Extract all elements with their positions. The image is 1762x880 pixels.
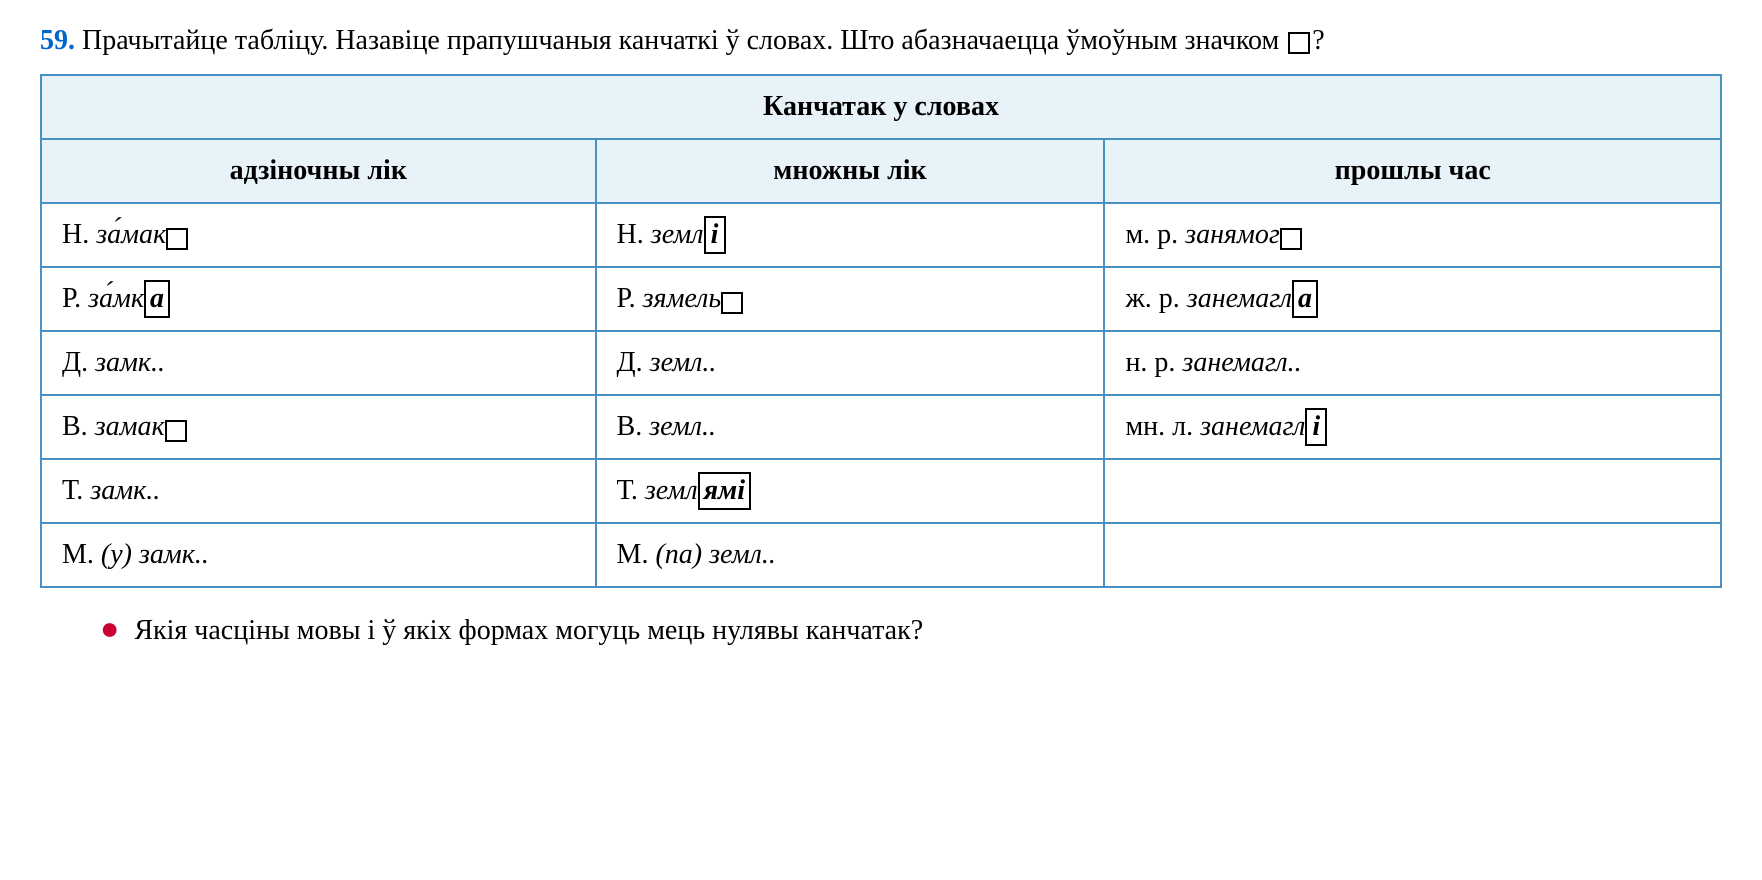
word-stem: занемагл (1182, 347, 1287, 378)
table-row: Н. за́макН. землім. р. занямог (41, 203, 1721, 267)
word-stem: замк (90, 475, 146, 506)
table-col2-header: множны лік (596, 139, 1105, 203)
exercise-number: 59. (40, 25, 75, 56)
table-cell: М. (па) земл.. (596, 523, 1105, 587)
table-cell: В. земл.. (596, 395, 1105, 459)
table-row: Р. за́мкаР. зямельж. р. занемагла (41, 267, 1721, 331)
empty-ending-box-icon (1280, 228, 1302, 250)
bullet-question-text: Якія часціны мовы і ў якіх формах могуць… (134, 615, 923, 646)
missing-ending-dots: .. (702, 411, 716, 442)
word-stem: замак (95, 411, 165, 442)
table-col1-header: адзіночны лік (41, 139, 596, 203)
table-cell: Р. зямель (596, 267, 1105, 331)
table-main-header: Канчатак у словах (41, 75, 1721, 139)
exercise-intro-suffix: ? (1312, 25, 1324, 56)
table-row: Т. замк..Т. землямі (41, 459, 1721, 523)
case-label: Н. (62, 219, 96, 250)
word-stem: занемагл (1187, 283, 1292, 314)
case-label: Н. (617, 219, 651, 250)
table-cell: Н. за́мак (41, 203, 596, 267)
table-cell: н. р. занемагл.. (1104, 331, 1721, 395)
square-symbol-icon (1288, 32, 1310, 54)
case-label: мн. л. (1125, 411, 1200, 442)
word-stem: за́мк (88, 283, 144, 314)
case-label: Д. (62, 347, 95, 378)
empty-ending-box-icon (165, 420, 187, 442)
case-label: В. (617, 411, 650, 442)
case-label: Р. (62, 283, 88, 314)
table-cell: Т. замк.. (41, 459, 596, 523)
word-stem: занемагл (1200, 411, 1305, 442)
word-stem: (па) земл (655, 539, 761, 570)
table-cell: В. замак (41, 395, 596, 459)
table-cell (1104, 523, 1721, 587)
word-stem: замк (95, 347, 151, 378)
boxed-ending: а (1292, 280, 1318, 318)
table-cell: М. (у) замк.. (41, 523, 596, 587)
missing-ending-dots: .. (151, 347, 165, 378)
case-label: н. р. (1125, 347, 1182, 378)
table-cell: Д. земл.. (596, 331, 1105, 395)
endings-table: Канчатак у словах адзіночны лік множны л… (40, 74, 1722, 588)
missing-ending-dots: .. (702, 347, 716, 378)
table-cell: Д. замк.. (41, 331, 596, 395)
case-label: Т. (62, 475, 90, 506)
case-label: м. р. (1125, 219, 1185, 250)
case-label: В. (62, 411, 95, 442)
table-row: М. (у) замк..М. (па) земл.. (41, 523, 1721, 587)
table-cell (1104, 459, 1721, 523)
case-label: Р. (617, 283, 643, 314)
table-cell: Н. землі (596, 203, 1105, 267)
table-cell: м. р. занямог (1104, 203, 1721, 267)
boxed-ending: ямі (698, 472, 751, 510)
table-col3-header: прошлы час (1104, 139, 1721, 203)
word-stem: зямель (643, 283, 722, 314)
bullet-icon: ● (100, 610, 119, 646)
word-stem: занямог (1185, 219, 1280, 250)
word-stem: земл (645, 475, 698, 506)
table-body: Н. за́макН. землім. р. занямогР. за́мкаР… (41, 203, 1721, 587)
boxed-ending: а (144, 280, 170, 318)
table-cell: Р. за́мка (41, 267, 596, 331)
empty-ending-box-icon (721, 292, 743, 314)
word-stem: земл (651, 219, 704, 250)
table-row: В. замакВ. земл..мн. л. занемаглі (41, 395, 1721, 459)
case-label: М. (617, 539, 656, 570)
table-cell: ж. р. занемагла (1104, 267, 1721, 331)
case-label: Д. (617, 347, 650, 378)
word-stem: за́мак (96, 219, 166, 250)
table-cell: мн. л. занемаглі (1104, 395, 1721, 459)
missing-ending-dots: .. (762, 539, 776, 570)
word-stem: (у) замк (101, 539, 195, 570)
boxed-ending: і (1305, 408, 1327, 446)
word-stem: земл (650, 347, 703, 378)
table-row: Д. замк..Д. земл..н. р. занемагл.. (41, 331, 1721, 395)
missing-ending-dots: .. (195, 539, 209, 570)
word-stem: земл (649, 411, 702, 442)
empty-ending-box-icon (166, 228, 188, 250)
bullet-question-row: ● Якія часціны мовы і ў якіх формах могу… (40, 604, 1722, 652)
case-label: М. (62, 539, 101, 570)
missing-ending-dots: .. (1288, 347, 1302, 378)
case-label: ж. р. (1125, 283, 1186, 314)
missing-ending-dots: .. (146, 475, 160, 506)
boxed-ending: і (704, 216, 726, 254)
exercise-intro: Прачытайце табліцу. Назавіце прапушчаныя… (82, 25, 1286, 56)
table-cell: Т. землямі (596, 459, 1105, 523)
case-label: Т. (617, 475, 645, 506)
exercise-header: 59. Прачытайце табліцу. Назавіце прапушч… (40, 20, 1722, 62)
